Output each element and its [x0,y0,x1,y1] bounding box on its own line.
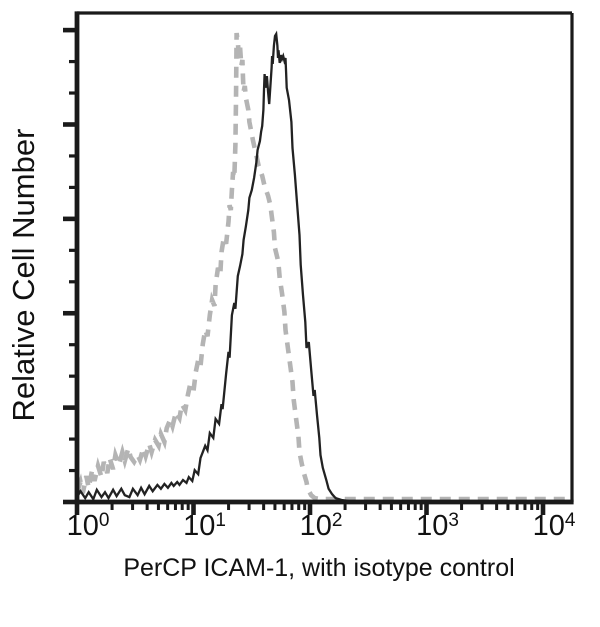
x-tick-exponent: 2 [331,510,343,531]
curves-layer [74,30,573,503]
x-tick-exponent: 0 [98,510,110,531]
x-tick-label-10e2: 102 [299,510,343,542]
axes-layer [63,11,574,515]
x-axis-label: PerCP ICAM-1, with isotype control [123,554,515,582]
x-tick-label-10e3: 103 [416,510,459,542]
curve-isotype-control [74,32,573,502]
x-tick-label-10e1: 101 [183,510,226,542]
x-tick-label-10e4: 104 [532,510,576,542]
curve-percp-icam-1 [76,30,573,503]
x-tick-exponent: 4 [564,510,576,531]
x-tick-exponent: 3 [448,510,459,531]
x-tick-exponent: 1 [215,510,226,531]
x-tick-label-10e0: 100 [66,510,110,542]
y-axis-label: Relative Cell Number [6,128,41,422]
